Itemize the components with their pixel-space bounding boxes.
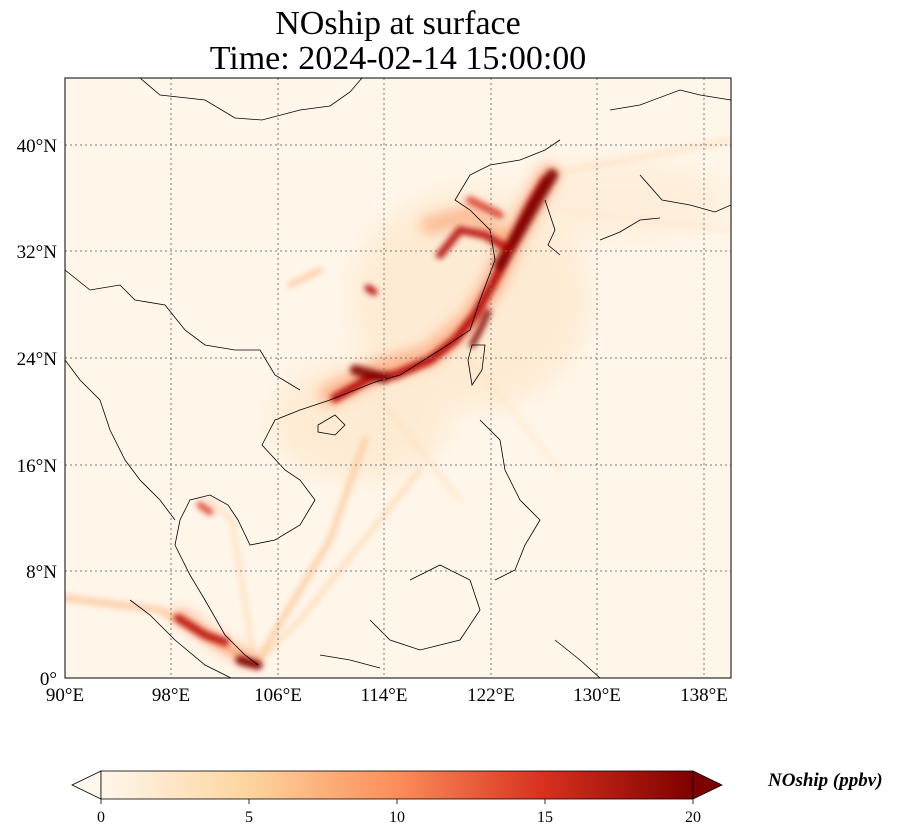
map-frame <box>64 77 732 679</box>
lat-tick: 32°N <box>17 242 58 263</box>
lon-tick: 98°E <box>152 685 190 706</box>
colorbar-tick: 15 <box>537 809 553 826</box>
emission-field <box>65 137 731 670</box>
lat-tick: 24°N <box>17 349 58 370</box>
lon-tick: 138°E <box>680 685 728 706</box>
lat-tick: 0° <box>40 669 57 690</box>
lon-tick: 106°E <box>254 685 302 706</box>
lon-tick: 122°E <box>467 685 515 706</box>
colorbar-extend-max <box>692 770 723 800</box>
lon-tick: 114°E <box>361 685 408 706</box>
colorbar-tick: 5 <box>245 809 253 826</box>
gridlines <box>65 78 731 678</box>
lat-tick: 40°N <box>17 136 58 157</box>
colorbar-tick: 0 <box>97 809 105 826</box>
colorbar-tick: 20 <box>685 809 701 826</box>
colorbar-label: NOship (ppbv) <box>768 770 883 791</box>
colorbar-gradient <box>100 770 694 800</box>
map-title-line-1: NOship at surface <box>275 5 521 42</box>
colorbar-tick: 10 <box>389 809 405 826</box>
lat-tick: 16°N <box>17 456 58 477</box>
lon-tick: 90°E <box>46 685 84 706</box>
lon-tick: 130°E <box>573 685 621 706</box>
map-title-line-2: Time: 2024-02-14 15:00:00 <box>209 40 587 77</box>
lat-tick: 8°N <box>26 562 57 583</box>
colorbar: 0 5 10 15 20 <box>71 770 723 826</box>
colorbar-extend-min <box>71 770 102 800</box>
